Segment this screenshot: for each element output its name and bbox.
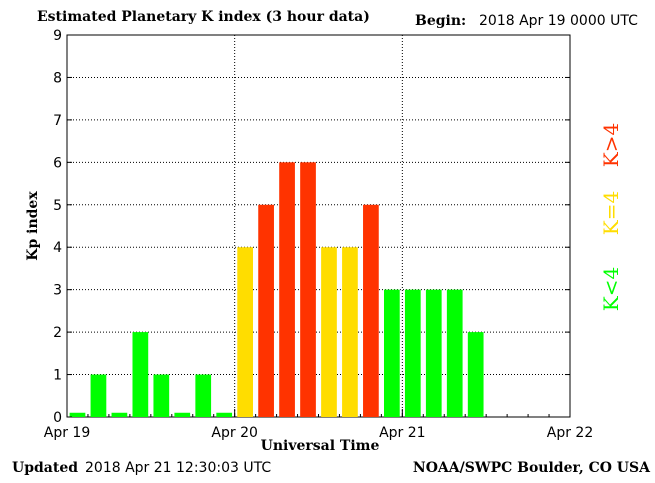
x-tick-label: Apr 22 xyxy=(547,425,593,441)
x-ticks: Apr 19 Apr 20 Apr 21 Apr 22 xyxy=(44,409,593,441)
y-tick-label: 9 xyxy=(53,28,62,44)
x-tick-label: Apr 19 xyxy=(44,425,90,441)
kp-bar xyxy=(111,412,128,417)
kp-bar xyxy=(300,162,316,417)
kp-bar xyxy=(425,289,442,417)
x-axis-label: Universal Time xyxy=(261,438,380,454)
kp-bar xyxy=(237,247,254,417)
y-tick-label: 5 xyxy=(53,198,62,214)
source-credit: NOAA/SWPC Boulder, CO USA xyxy=(413,460,651,476)
kp-bar xyxy=(321,247,337,417)
kp-bar xyxy=(404,289,421,417)
x-tick-label: Apr 20 xyxy=(211,425,257,441)
kp-bar xyxy=(342,247,358,417)
kp-bar xyxy=(279,162,295,417)
kp-bar xyxy=(258,204,274,417)
begin-label: Begin: xyxy=(415,13,466,29)
kp-bar xyxy=(90,374,107,417)
x-tick-label: Apr 21 xyxy=(379,425,425,441)
y-tick-label: 2 xyxy=(53,325,62,341)
begin-value: 2018 Apr 19 0000 UTC xyxy=(479,13,638,29)
y-tick-label: 4 xyxy=(53,240,62,256)
kp-bar xyxy=(216,412,233,417)
y-tick-label: 1 xyxy=(53,368,62,384)
kp-bar xyxy=(467,332,484,417)
legend-low: K<4 xyxy=(599,267,623,311)
chart-title: Estimated Planetary K index (3 hour data… xyxy=(37,9,370,25)
kp-bar xyxy=(132,332,149,417)
kp-bar xyxy=(153,374,170,417)
y-tick-label: 8 xyxy=(53,70,62,86)
y-tick-label: 6 xyxy=(53,155,62,171)
y-tick-label: 0 xyxy=(53,410,62,426)
kp-bar xyxy=(174,412,191,417)
updated-label: Updated xyxy=(12,460,78,476)
legend-mid: K=4 xyxy=(599,191,623,235)
legend-high: K>4 xyxy=(599,123,623,167)
y-tick-label: 7 xyxy=(53,113,62,129)
bars xyxy=(69,162,484,417)
kp-bar xyxy=(69,412,86,417)
kp-bar xyxy=(195,374,212,417)
kp-bar xyxy=(363,204,379,417)
kp-bar xyxy=(383,289,400,417)
y-axis-label: Kp index xyxy=(25,191,41,261)
updated-value: 2018 Apr 21 12:30:03 UTC xyxy=(85,460,271,476)
y-ticks: 0 1 2 3 4 5 6 7 8 9 xyxy=(53,28,570,426)
kp-bar xyxy=(446,289,463,417)
y-tick-label: 3 xyxy=(53,283,62,299)
grid-lines xyxy=(67,35,570,417)
